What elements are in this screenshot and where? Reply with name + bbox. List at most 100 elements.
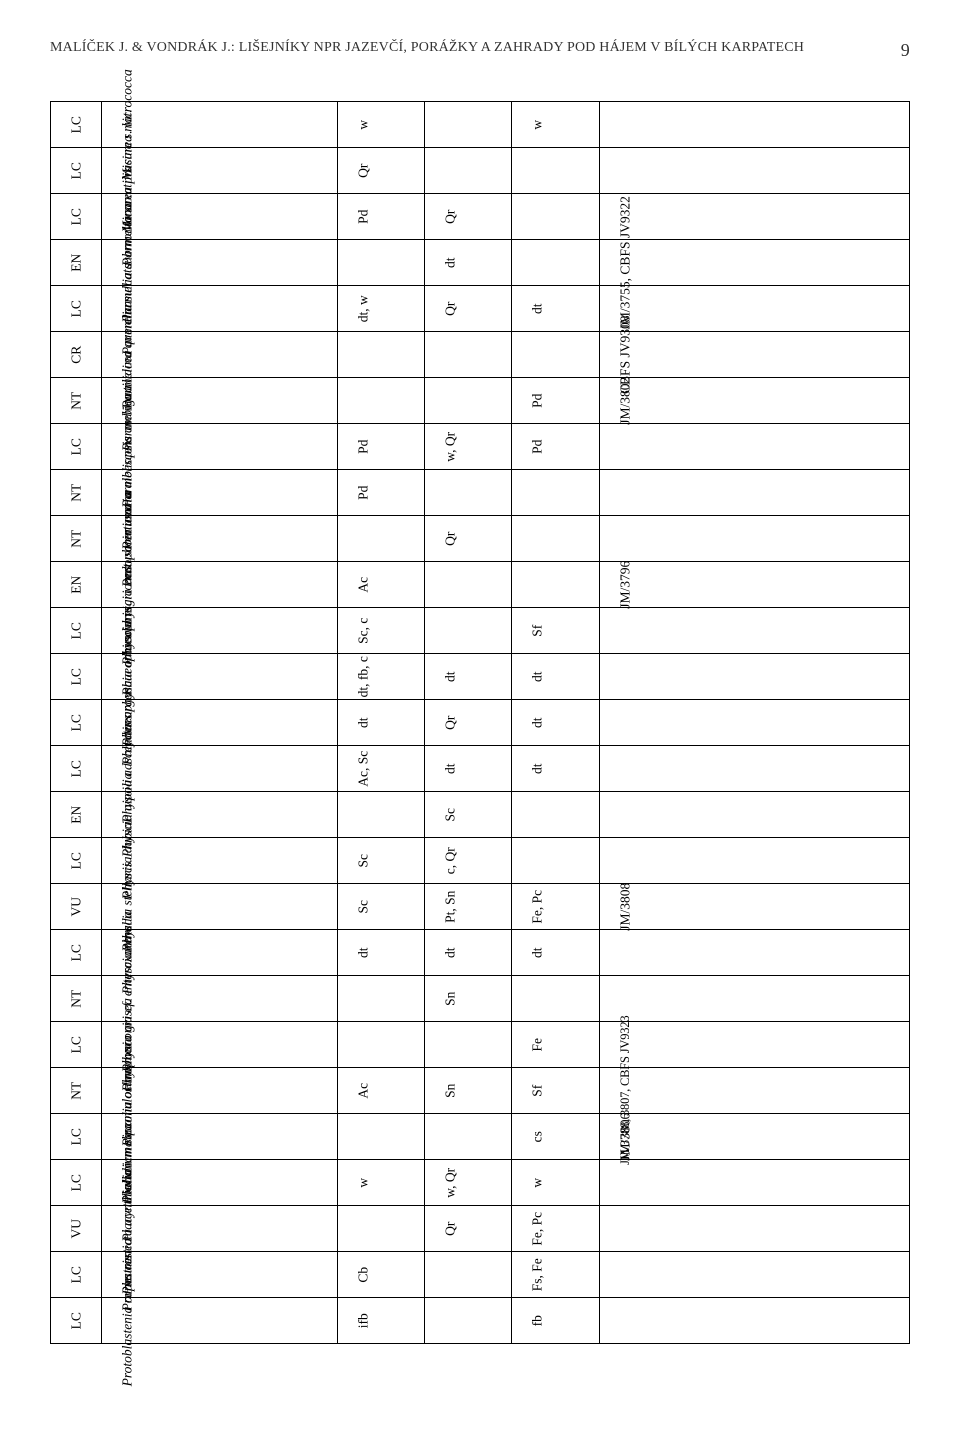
cell-l1: Pd xyxy=(337,424,424,470)
cell-sp: Placidium squamulosum xyxy=(102,1114,338,1160)
cell-l3 xyxy=(512,470,599,516)
cell-cat: LC xyxy=(51,1114,102,1160)
cell-v: JM/3755, CBFS JV9322 xyxy=(599,240,909,286)
cell-l1: dt, fb, c xyxy=(337,654,424,700)
cell-v xyxy=(599,608,909,654)
cell-cat-text: LC xyxy=(69,700,83,746)
cell-l1: w xyxy=(337,1160,424,1206)
cell-v xyxy=(599,700,909,746)
cell-v xyxy=(599,746,909,792)
table-row: LCPhyscia tenelladtdtdt xyxy=(51,930,910,976)
table-row: NTPiccolia ochrophoraAcSnSfJM/3788, 3807… xyxy=(51,1068,910,1114)
table-row: NTPhysconia cf. enteroxanthaSn xyxy=(51,976,910,1022)
cell-l3: dt xyxy=(512,286,599,332)
cell-l2: dt xyxy=(425,746,512,792)
table-row: VUPleurosticta acetabulumQrFe, Pc xyxy=(51,1206,910,1252)
cell-l3-text: w xyxy=(531,1160,545,1206)
cell-l2-text: w, Qr xyxy=(443,1160,457,1206)
cell-l2-text: Sn xyxy=(443,976,457,1022)
table-row: LCPhaeophyscia orbicularisdt, fb, cdtdt xyxy=(51,654,910,700)
cell-v xyxy=(599,792,909,838)
cell-sp: Phaeophyscia endophoenicea xyxy=(102,562,338,608)
table-row: ENParmelia submontanadtJM/3755, CBFS JV9… xyxy=(51,240,910,286)
cell-cat: CR xyxy=(51,332,102,378)
cell-v xyxy=(599,1022,909,1068)
table-row: NTPertusaria amaraQr xyxy=(51,516,910,562)
cell-l1: Ac xyxy=(337,562,424,608)
cell-v xyxy=(599,838,909,884)
cell-l2: dt xyxy=(425,930,512,976)
cell-l3: dt xyxy=(512,700,599,746)
cell-sp: Parmelia submontana xyxy=(102,240,338,286)
table-row: NTParmelina tiliaceaPdJM/3802 xyxy=(51,378,910,424)
cell-l2: w, Qr xyxy=(425,424,512,470)
table-row: LCMicarea micrococcaww xyxy=(51,102,910,148)
cell-cat-text: LC xyxy=(69,608,83,654)
cell-sp: Pertusaria albescens xyxy=(102,470,338,516)
cell-cat: LC xyxy=(51,1252,102,1298)
cell-l2-text: Qr xyxy=(443,286,457,332)
cell-l1 xyxy=(337,1114,424,1160)
cell-l1-text: dt xyxy=(356,700,370,746)
cell-sp: Physcia stellaris xyxy=(102,884,338,930)
cell-l1 xyxy=(337,332,424,378)
cell-v-text: JM/3802 xyxy=(618,378,632,424)
cell-l3: dt xyxy=(512,654,599,700)
cell-l1 xyxy=(337,976,424,1022)
cell-l3 xyxy=(512,516,599,562)
cell-cat-text: EN xyxy=(69,792,83,838)
table-row: ENPhyscia aipoliaSc xyxy=(51,792,910,838)
table-row: LCPhyscia adscendensAc, Scdtdt xyxy=(51,746,910,792)
table-row: VUPhyscia stellarisScPt, SnFe, PcJM/3808 xyxy=(51,884,910,930)
cell-l2: dt xyxy=(425,240,512,286)
cell-cat-text: LC xyxy=(69,1160,83,1206)
cell-l1-text: Cb xyxy=(356,1252,370,1298)
cell-v xyxy=(599,516,909,562)
cell-l2-text: Qr xyxy=(443,194,457,240)
cell-l2 xyxy=(425,562,512,608)
cell-cat-text: NT xyxy=(69,470,83,516)
cell-l3-text: Pd xyxy=(531,378,545,424)
cell-cat: EN xyxy=(51,792,102,838)
table-row: LCPorina aeneaCbFs, Fe xyxy=(51,1252,910,1298)
cell-l2 xyxy=(425,148,512,194)
cell-sp: Placynthiella icmalea xyxy=(102,1160,338,1206)
cell-l2-text: Sn xyxy=(443,1068,457,1114)
cell-sp: Parmelia sulcata xyxy=(102,286,338,332)
cell-v-text: JM/3755, CBFS JV9322 xyxy=(618,240,632,286)
cell-sp: Piccolia ochrophora xyxy=(102,1068,338,1114)
cell-l2: Qr xyxy=(425,1206,512,1252)
cell-l3 xyxy=(512,792,599,838)
cell-cat: NT xyxy=(51,516,102,562)
cell-cat-text: VU xyxy=(69,884,83,930)
cell-l1-text: dt xyxy=(356,930,370,976)
table-row: LCPhaeophyscia nigricansSc, cSf xyxy=(51,608,910,654)
cell-l2: Sn xyxy=(425,976,512,1022)
cell-l3: Fe, Pc xyxy=(512,884,599,930)
cell-l3: cs xyxy=(512,1114,599,1160)
cell-l2-text: Qr xyxy=(443,1206,457,1252)
cell-l2 xyxy=(425,378,512,424)
cell-l3-text: Fe, Pc xyxy=(531,1206,545,1252)
cell-l2: Sn xyxy=(425,1068,512,1114)
header-authors-title: MALÍČEK J. & VONDRÁK J.: LIŠEJNÍKY NPR J… xyxy=(50,40,804,61)
cell-l2: Qr xyxy=(425,194,512,240)
cell-cat: LC xyxy=(51,194,102,240)
cell-l1 xyxy=(337,1206,424,1252)
cell-l3 xyxy=(512,562,599,608)
cell-cat: LC xyxy=(51,424,102,470)
cell-l1: Pd xyxy=(337,470,424,516)
cell-l1-text: w xyxy=(356,1160,370,1206)
cell-v: JM/3796 xyxy=(599,562,909,608)
cell-l1 xyxy=(337,240,424,286)
cell-l3: dt xyxy=(512,746,599,792)
cell-sp: Physcia aipolia xyxy=(102,792,338,838)
cell-sp: Parmeliopsis ambigua xyxy=(102,424,338,470)
cell-l1 xyxy=(337,792,424,838)
cell-l1: Pd xyxy=(337,194,424,240)
cell-v-text: CBFS JV9308 xyxy=(618,332,632,378)
cell-l3-text: fb xyxy=(531,1298,545,1344)
cell-l2-text: dt xyxy=(443,240,457,286)
cell-l1-text: Qr xyxy=(356,148,370,194)
document-page: MALÍČEK J. & VONDRÁK J.: LIŠEJNÍKY NPR J… xyxy=(0,0,960,1453)
